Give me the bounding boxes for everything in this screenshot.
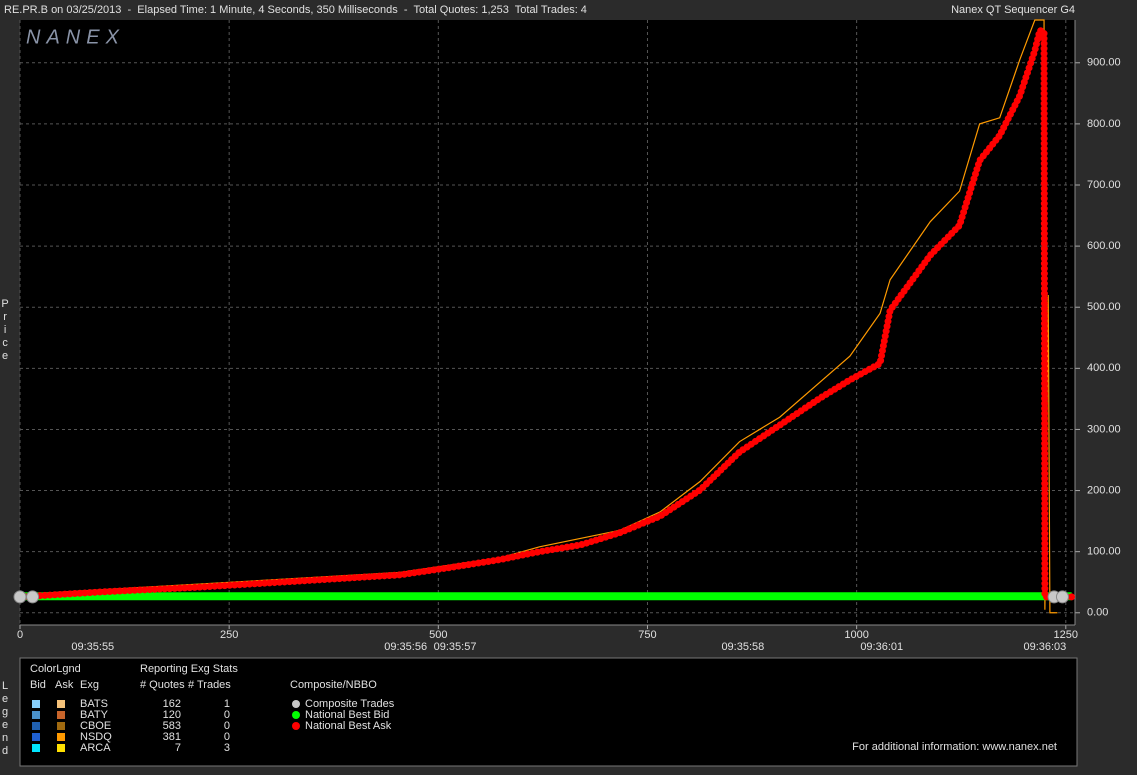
- plot-area: [20, 20, 1075, 625]
- time-label: 09:36:01: [860, 641, 903, 653]
- x-tick-label: 250: [220, 629, 238, 641]
- ask-swatch: [57, 711, 65, 719]
- product-name: Nanex QT Sequencer G4: [951, 4, 1075, 16]
- legend-label: Composite Trades: [305, 698, 395, 710]
- legend-header: Exg: [80, 679, 99, 691]
- exchange-name: ARCA: [80, 742, 111, 754]
- y-tick-label: 500.00: [1087, 301, 1121, 313]
- x-tick-label: 1000: [844, 629, 868, 641]
- legend-header: ColorLgnd: [30, 663, 81, 675]
- time-label: 09:35:56: [384, 641, 427, 653]
- x-tick-label: 1250: [1054, 629, 1078, 641]
- y-tick-label: 200.00: [1087, 484, 1121, 496]
- ask-swatch: [57, 700, 65, 708]
- header-title: RE.PR.B on 03/25/2013 - Elapsed Time: 1 …: [4, 4, 587, 16]
- bid-swatch: [32, 733, 40, 741]
- legend-title: Legend: [0, 680, 11, 758]
- series-line: [16, 26, 1076, 601]
- bid-swatch: [32, 722, 40, 730]
- bid-swatch: [32, 711, 40, 719]
- legend-header: # Quotes: [140, 679, 185, 691]
- time-label: 09:36:03: [1023, 641, 1066, 653]
- legend-header: # Trades: [188, 679, 231, 691]
- y-tick-label: 900.00: [1087, 57, 1121, 69]
- x-tick-label: 500: [429, 629, 447, 641]
- quote-count: 381: [163, 731, 181, 743]
- legend-label: National Best Bid: [305, 709, 389, 721]
- bid-swatch: [32, 700, 40, 708]
- quote-count: 7: [175, 742, 181, 754]
- watermark: NANEX: [26, 26, 125, 48]
- ask-swatch: [57, 733, 65, 741]
- legend-marker: [292, 711, 300, 719]
- footer: For additional information: www.nanex.ne…: [852, 741, 1057, 753]
- bid-swatch: [32, 744, 40, 752]
- y-tick-label: 400.00: [1087, 362, 1121, 374]
- time-label: 09:35:57: [434, 641, 477, 653]
- legend-header: Reporting Exg Stats: [140, 663, 238, 675]
- trade-count: 3: [224, 742, 230, 754]
- trade-marker: [1055, 590, 1069, 604]
- legend-header: Ask: [55, 679, 74, 691]
- trade-count: 0: [224, 720, 230, 732]
- quote-count: 120: [163, 709, 181, 721]
- legend-header: Bid: [30, 679, 46, 691]
- quote-count: 583: [163, 720, 181, 732]
- exchange-name: BATY: [80, 709, 109, 721]
- legend-marker: [292, 700, 300, 708]
- trade-count: 1: [224, 698, 230, 710]
- quote-count: 162: [163, 698, 181, 710]
- ask-swatch: [57, 722, 65, 730]
- y-tick-label: 100.00: [1087, 546, 1121, 558]
- exchange-name: BATS: [80, 698, 108, 710]
- trade-count: 0: [224, 709, 230, 721]
- y-tick-label: 700.00: [1087, 179, 1121, 191]
- legend-header: Composite/NBBO: [290, 679, 377, 691]
- legend-marker: [292, 722, 300, 730]
- trade-marker: [13, 590, 27, 604]
- x-tick-label: 0: [17, 629, 23, 641]
- legend-panel: [19, 657, 1078, 767]
- exchange-name: NSDQ: [80, 731, 112, 743]
- y-tick-label: 800.00: [1087, 118, 1121, 130]
- y-tick-label: 300.00: [1087, 423, 1121, 435]
- time-label: 09:35:55: [71, 641, 114, 653]
- trade-count: 0: [224, 731, 230, 743]
- x-tick-label: 750: [638, 629, 656, 641]
- y-tick-label: 0.00: [1087, 607, 1108, 619]
- time-label: 09:35:58: [721, 641, 764, 653]
- ask-swatch: [57, 744, 65, 752]
- trade-marker: [26, 590, 40, 604]
- legend-label: National Best Ask: [305, 720, 392, 732]
- y-axis-label: Price: [0, 298, 11, 363]
- exchange-name: CBOE: [80, 720, 111, 732]
- y-tick-label: 600.00: [1087, 240, 1121, 252]
